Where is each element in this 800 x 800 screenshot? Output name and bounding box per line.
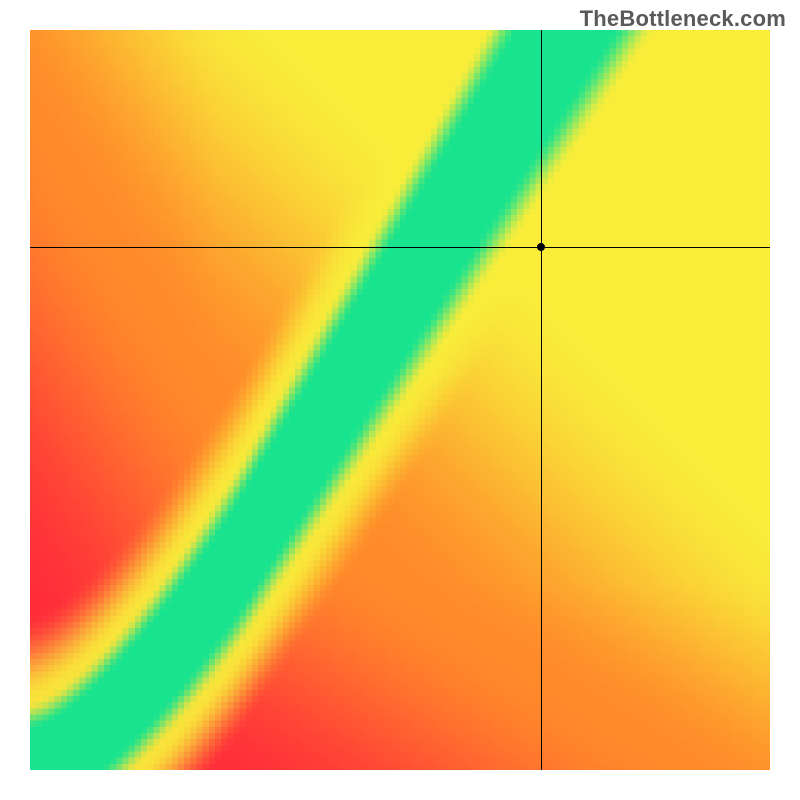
bottleneck-heatmap xyxy=(30,30,770,770)
crosshair-vertical xyxy=(541,30,542,770)
crosshair-marker xyxy=(537,243,545,251)
watermark: TheBottleneck.com xyxy=(580,6,786,32)
crosshair-horizontal xyxy=(30,247,770,248)
